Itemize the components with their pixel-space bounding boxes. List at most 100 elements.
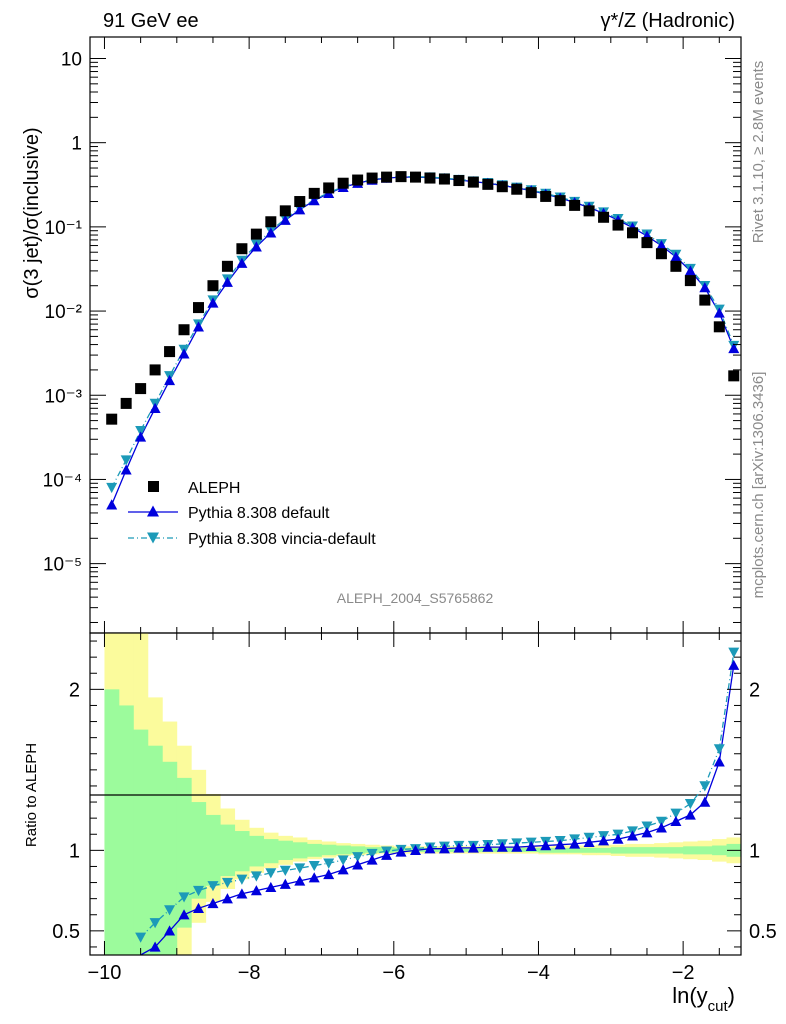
ratio-point-pythia-vincia <box>713 744 725 755</box>
main-y-tick-label: 10⁻¹ <box>45 218 83 239</box>
point-aleph <box>149 364 161 376</box>
ratio-point-pythia-default <box>395 846 407 857</box>
ratio-y-axis-label: Ratio to ALEPH <box>23 743 40 847</box>
ratio-point-pythia-default <box>641 827 653 838</box>
point-aleph <box>699 294 711 306</box>
band-inner-bin <box>249 835 264 867</box>
point-aleph <box>135 383 147 395</box>
legend-marker-pythia-vincia <box>147 532 159 544</box>
ratio-point-pythia-default <box>482 841 494 852</box>
band-inner-bin <box>654 847 670 854</box>
ratio-point-pythia-vincia <box>655 816 667 827</box>
line-pythia-default <box>111 176 735 506</box>
ratio-point-pythia-vincia <box>265 868 277 879</box>
point-aleph <box>337 177 349 189</box>
band-inner-bin <box>104 689 120 955</box>
band-inner-bin <box>307 843 322 857</box>
ratio-point-pythia-default <box>294 875 306 886</box>
point-aleph <box>106 413 118 425</box>
ratio-point-pythia-default <box>525 840 537 851</box>
main-y-tick-label: 10⁻⁴ <box>43 470 82 491</box>
band-inner-bin <box>263 839 279 864</box>
x-tick-label: −6 <box>382 962 405 984</box>
point-aleph <box>496 181 508 193</box>
point-aleph <box>525 187 537 199</box>
point-aleph <box>467 176 479 188</box>
point-pythia-default <box>728 342 740 354</box>
point-aleph <box>323 182 335 194</box>
main-y-tick-label: 10⁻² <box>45 302 83 323</box>
ratio-point-pythia-vincia <box>352 852 364 863</box>
main-y-axis-label: σ(3 jet)/σ(inclusive) <box>21 127 43 298</box>
x-tick-label: −10 <box>87 962 121 984</box>
main-panel-axes: 10⁻⁵ 10⁻⁴ 10⁻³ 10⁻² 10⁻¹ 1 10 <box>43 37 741 633</box>
band-inner-bin <box>668 847 684 854</box>
ratio-y-tick-label-left: 1 <box>69 840 80 862</box>
point-aleph <box>164 346 176 358</box>
band-inner-bin <box>133 729 149 955</box>
ratio-point-pythia-default <box>670 815 682 827</box>
ratio-point-pythia-default <box>265 881 277 893</box>
band-inner-bin <box>567 847 583 853</box>
band-inner-bin <box>596 847 612 853</box>
band-inner-bin <box>335 845 351 855</box>
point-aleph <box>540 190 552 202</box>
band-inner-bin <box>321 844 337 856</box>
ratio-point-pythia-default <box>569 838 581 849</box>
point-aleph <box>728 370 740 382</box>
ratio-point-pythia-default <box>279 878 291 889</box>
main-y-tick-label: 10 <box>61 49 82 70</box>
band-inner-bin <box>697 846 713 855</box>
band-inner-bin <box>220 824 236 877</box>
ratio-point-pythia-default <box>352 859 364 870</box>
ratio-point-pythia-default <box>467 842 479 853</box>
ratio-y-tick-label-left: 2 <box>69 679 80 701</box>
point-aleph <box>381 171 393 183</box>
band-inner-bin <box>118 705 134 955</box>
main-y-tick-label: 10⁻³ <box>45 386 83 407</box>
point-aleph <box>583 205 595 217</box>
band-inner-bin <box>625 847 641 854</box>
point-aleph <box>221 260 233 272</box>
rivet-label: Rivet 3.1.10, ≥ 2.8M events <box>750 61 767 244</box>
point-pythia-default <box>699 282 711 293</box>
ratio-point-pythia-default <box>655 822 667 833</box>
point-aleph <box>366 172 378 184</box>
ratio-point-pythia-default <box>554 839 566 850</box>
point-aleph <box>410 171 421 183</box>
x-tick-label: −8 <box>238 962 261 984</box>
ratio-point-pythia-default <box>323 869 335 880</box>
ratio-point-pythia-default <box>438 843 450 854</box>
point-aleph <box>655 248 667 260</box>
ratio-point-pythia-vincia <box>337 855 349 866</box>
point-pythia-default <box>250 241 262 252</box>
ratio-point-pythia-vincia <box>670 808 682 819</box>
ratio-point-pythia-default <box>684 809 696 820</box>
ratio-point-pythia-vincia <box>366 848 378 860</box>
legend-label-pythia-vincia: Pythia 8.308 vincia-default <box>188 531 376 548</box>
point-pythia-default <box>178 348 190 359</box>
point-aleph <box>598 211 610 223</box>
ratio-point-pythia-vincia <box>279 865 291 876</box>
ratio-point-pythia-vincia <box>699 781 711 792</box>
band-inner-bin <box>147 745 163 955</box>
band-inner-bin <box>538 847 554 853</box>
point-aleph <box>120 397 132 409</box>
ratio-panel-axes: −10 −8 −6 −4 −2 0.5 0.5 1 1 2 2 <box>52 633 777 984</box>
point-aleph <box>294 196 306 208</box>
point-aleph <box>641 237 653 249</box>
band-inner-bin <box>176 777 192 928</box>
ratio-point-pythia-default <box>583 836 595 847</box>
point-aleph <box>236 243 248 255</box>
ratio-point-pythia-default <box>540 840 552 851</box>
point-pythia-default <box>164 374 176 386</box>
legend-marker-pythia-default <box>147 505 159 517</box>
point-pythia-default <box>655 240 667 251</box>
ratio-point-pythia-default <box>178 909 190 920</box>
ratio-y-tick-label-left: 0.5 <box>52 921 80 943</box>
point-pythia-default <box>265 227 277 238</box>
point-aleph <box>193 302 204 314</box>
point-aleph <box>395 171 407 183</box>
point-pythia-default <box>308 195 320 206</box>
